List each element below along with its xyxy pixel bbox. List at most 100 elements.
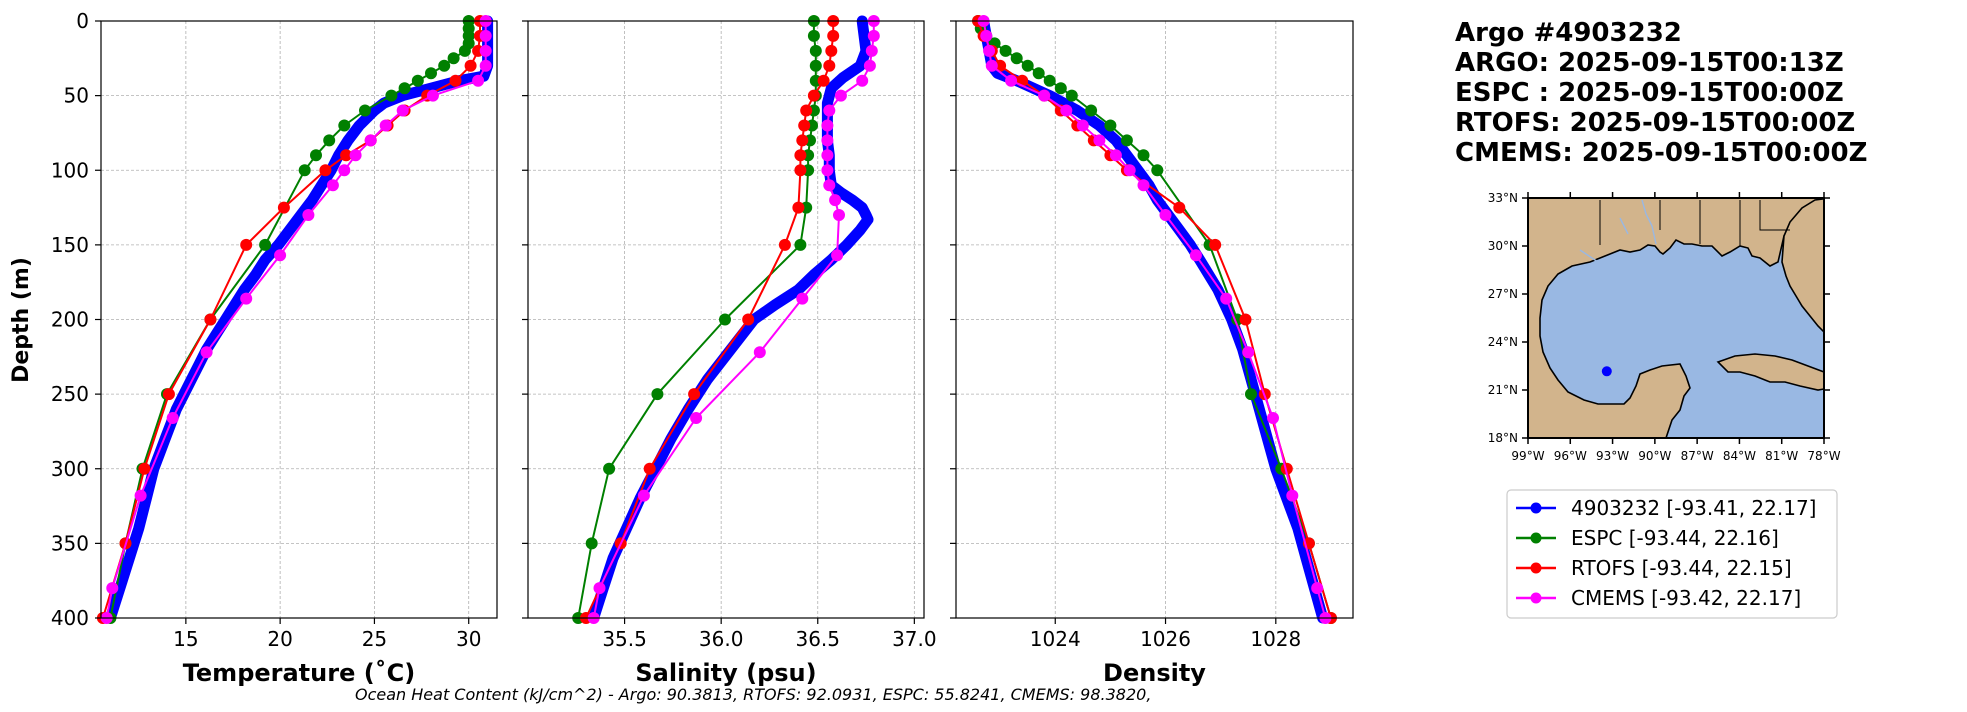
data-point-rtofs [464,59,477,72]
data-point-cmems [426,89,439,102]
x-tick-label: 1028 [1250,627,1301,651]
data-point-espc [458,44,471,57]
data-point-cmems [690,412,703,424]
data-point-cmems [637,489,650,502]
series-line-espc [977,20,1332,619]
series-line-argo [588,15,874,624]
data-point-rtofs [1209,238,1222,251]
y-tick-label: 300 [51,457,89,481]
data-point-cmems [753,346,766,359]
header-block: Argo #4903232 ARGO: 2025-09-15T00:13Z ES… [1455,18,1867,168]
series-salinity-cmems [587,15,880,624]
data-point-cmems [166,412,179,424]
data-point-cmems [829,194,842,207]
data-point-espc [310,149,322,162]
data-point-espc [1010,52,1023,65]
data-point-rtofs [204,313,217,326]
data-point-cmems [1038,89,1051,102]
data-point-cmems [349,149,362,162]
data-point-cmems [379,119,392,132]
data-point-cmems [396,104,409,117]
data-point-cmems [1286,489,1299,502]
data-point-cmems [1005,74,1018,87]
x-tick-label: 36.0 [699,627,744,651]
data-point-espc [385,89,398,102]
legend: 4903232 [-93.41, 22.17] ESPC [-93.44, 22… [1506,489,1838,619]
data-point-espc [807,29,820,42]
data-point-cmems [1093,134,1106,147]
y-tick-label: 400 [51,606,89,630]
header-rtofs-time: RTOFS: 2025-09-15T00:00Z [1455,108,1855,138]
data-point-cmems [593,582,606,595]
data-point-cmems [1123,164,1136,177]
series-line-argo [104,15,494,624]
data-point-cmems [1159,209,1172,221]
data-point-rtofs [825,44,838,57]
data-point-rtofs [277,201,290,214]
data-point-rtofs [827,29,840,42]
data-point-rtofs [778,238,791,251]
map-lat-label: 21°N [1488,383,1518,397]
header-argo-id: Argo #4903232 [1455,18,1682,48]
legend-marker-espc [1530,532,1542,544]
header-argo-time: ARGO: 2025-09-15T00:13Z [1455,48,1844,78]
data-point-cmems [1311,582,1324,595]
data-point-rtofs [792,201,805,214]
data-point-espc [1120,134,1133,147]
map-lat-label: 18°N [1488,431,1518,445]
data-point-espc [719,313,731,326]
data-point-cmems [338,164,351,177]
x-tick-label: 35.5 [602,627,647,651]
map-frame [1527,197,1825,439]
data-point-cmems [834,89,847,102]
profile-panels: 15 20 25 30050100150200250300350400Temperat… [51,9,1354,687]
series-salinity-argo [588,15,874,624]
y-axis-label: Depth (m) [9,257,34,383]
x-tick-label: 15 [173,627,198,651]
data-point-espc [1104,119,1117,132]
data-point-cmems [1242,346,1255,359]
header-espc-time: ESPC : 2025-09-15T00:00Z [1455,78,1844,108]
header-cmems-time: CMEMS: 2025-09-15T00:00Z [1455,138,1867,168]
map-ticks: 33°N 30°N 27°N 24°N 21°N 18°N 99°W 96°W 93°W 90°W… [1488,191,1841,463]
y-tick-label: 150 [51,233,89,257]
series-temperature-espc [104,15,475,624]
y-tick-label: 250 [51,382,89,406]
data-point-cmems [302,209,315,221]
map-lon-label: 84°W [1723,449,1756,463]
map-lon-label: 78°W [1807,449,1840,463]
data-point-rtofs [794,164,807,177]
legend-label-argo: 4903232 [-93.41, 22.17] [1571,496,1816,520]
legend-marker-argo [1530,502,1542,514]
data-point-cmems [867,29,880,42]
land-north-america [1528,198,1824,438]
series-line-espc [109,20,470,619]
data-point-espc [1151,164,1164,177]
data-point-cmems [821,134,834,147]
y-tick-label: 200 [51,308,89,332]
data-point-espc [809,44,822,57]
x-tick-label: 1026 [1140,627,1191,651]
data-point-cmems [274,249,287,262]
data-point-rtofs [823,59,836,72]
data-point-cmems [364,134,377,147]
x-axis-label: Salinity (psu) [635,659,816,687]
data-point-espc [1245,388,1257,401]
data-point-cmems [1220,292,1233,305]
legend-item-argo: 4903232 [-93.41, 22.17] [1516,496,1816,520]
data-point-cmems [821,119,834,132]
panel-salinity: 35.5 36.0 36.5 37.0 Salinity (psu) [522,15,937,687]
data-point-cmems [980,29,993,42]
data-point-espc [603,462,616,475]
x-tick-label: 36.5 [795,627,840,651]
data-point-cmems [479,29,492,42]
data-point-cmems [863,59,876,72]
x-axis-label: Density [1103,659,1206,687]
map-lat-label: 33°N [1488,191,1518,205]
data-point-cmems [240,292,253,305]
data-point-cmems [821,149,834,162]
panel-temperature: 15 20 25 30050100150200250300350400Temperat… [51,9,498,687]
legend-label-rtofs: RTOFS [-93.44, 22.15] [1571,556,1792,580]
data-point-espc [794,238,807,251]
